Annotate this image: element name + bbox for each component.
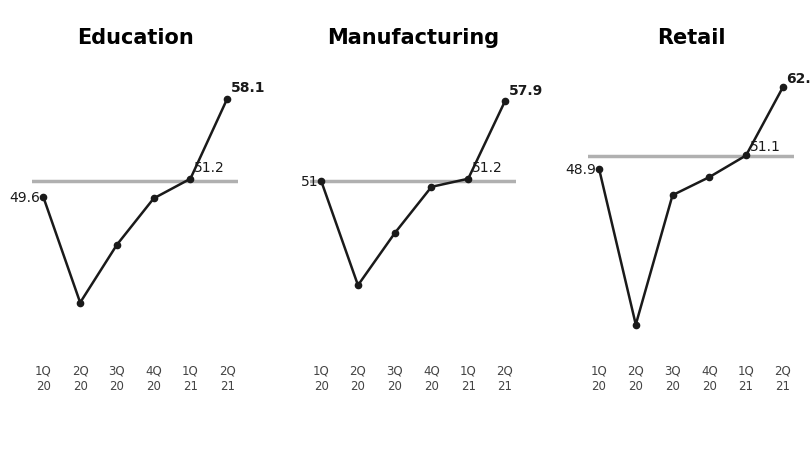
Text: 58.1: 58.1 (231, 81, 266, 95)
Title: Retail: Retail (657, 28, 725, 47)
Text: 51.2: 51.2 (472, 161, 503, 175)
Text: 51.2: 51.2 (194, 161, 225, 175)
Text: 48.9: 48.9 (565, 162, 596, 176)
Title: Manufacturing: Manufacturing (327, 28, 499, 47)
Title: Education: Education (77, 28, 194, 47)
Text: 62.4: 62.4 (787, 72, 810, 86)
Text: 49.6: 49.6 (10, 191, 41, 205)
Text: 51: 51 (301, 175, 318, 189)
Text: 57.9: 57.9 (509, 83, 543, 97)
Text: 51.1: 51.1 (750, 140, 781, 154)
